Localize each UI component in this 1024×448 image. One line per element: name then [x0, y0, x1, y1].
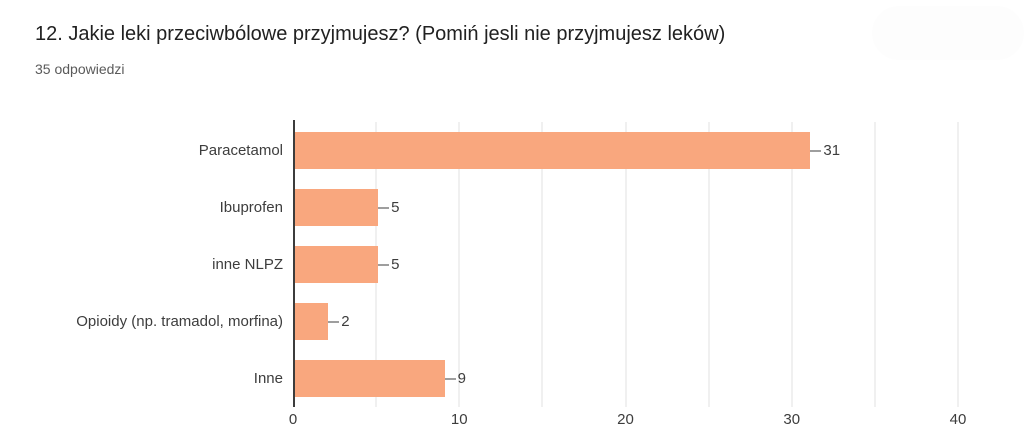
bar [295, 132, 811, 169]
category-label: Opioidy (np. tramadol, morfina) [76, 312, 283, 330]
bar [295, 189, 379, 226]
value-connector-line [444, 377, 456, 380]
value-label: 31 [823, 141, 841, 159]
x-tick-label: 30 [783, 411, 801, 428]
top-right-artifact [872, 6, 1024, 60]
x-tick-label: 20 [617, 411, 634, 428]
gridline [458, 122, 461, 407]
value-label: 5 [391, 255, 400, 273]
value-connector-line [810, 149, 822, 152]
x-tick-label: 40 [949, 411, 967, 428]
category-label: Paracetamol [198, 141, 283, 159]
gridline [541, 122, 544, 407]
gridline [873, 122, 876, 407]
x-tick-label: 0 [288, 411, 298, 428]
value-connector-line [378, 206, 390, 209]
value-label: 9 [457, 369, 466, 387]
gridline [624, 122, 627, 407]
bar [295, 303, 329, 340]
category-label: Inne [253, 369, 283, 387]
gridline [790, 122, 793, 407]
category-label: Ibuprofen [219, 198, 283, 216]
gridline [957, 122, 959, 407]
bar [295, 360, 445, 397]
question-title: 12. Jakie leki przeciwbólowe przyjmujesz… [35, 23, 726, 45]
bar [295, 246, 379, 283]
category-label: inne NLPZ [212, 255, 283, 273]
gridline [707, 122, 710, 407]
value-label: 5 [391, 198, 400, 216]
x-tick-label: 10 [450, 411, 468, 428]
value-connector-line [378, 263, 390, 266]
responses-count: 35 odpowiedzi [35, 61, 125, 77]
value-connector-line [328, 320, 340, 323]
y-axis-line [293, 120, 295, 407]
value-label: 2 [341, 312, 350, 330]
